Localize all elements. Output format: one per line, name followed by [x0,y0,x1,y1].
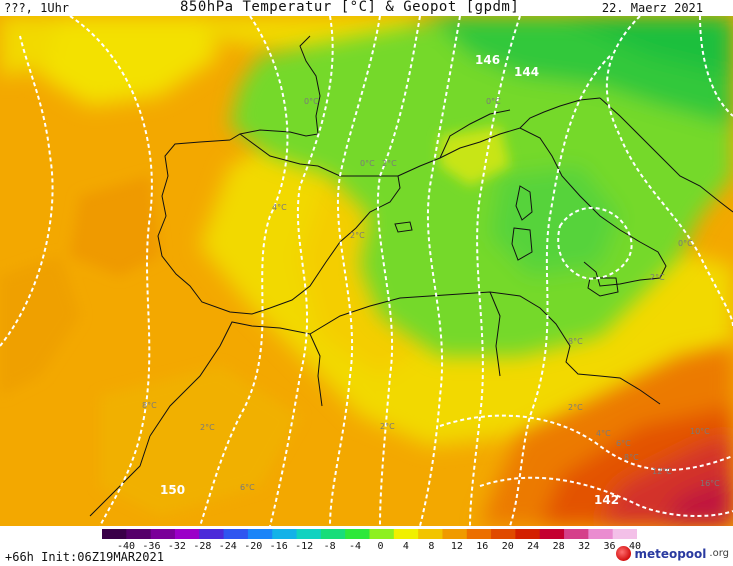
color-scale-tick-label: 16 [476,541,489,552]
color-scale-tick-label: 40 [628,541,642,552]
color-scale-tick-label: 32 [578,541,591,552]
forecast-time-label: ???, 1Uhr [4,1,70,15]
color-scale-segment [539,529,565,539]
geopot-labels: 146 144 150 142 [160,53,619,507]
color-scale-segment [491,529,517,539]
header-bar: ???, 1Uhr 850hPa Temperatur [°C] & Geopo… [0,0,733,16]
isotherm-label: 2°C [650,273,665,282]
color-scale-segment [296,529,322,539]
isotherm-label: 6°C [240,483,255,492]
isotherm-label: 0°C [360,159,375,168]
isotherm-label: 10°C [690,427,710,436]
temperature-band-orange [0,176,300,516]
brand-name: meteopool [634,546,707,561]
brand-suffix: .org [709,548,729,559]
color-scale-segment [223,529,249,539]
color-scale-segment [393,529,419,539]
color-scale-tick-label: 12 [450,541,463,552]
color-scale-segment [247,529,273,539]
isotherm-label: 2°C [350,231,365,240]
color-scale-tick-label: 8 [428,541,435,552]
color-scale-tick-label: -28 [193,541,212,552]
isotherm-label: 8°C [568,337,583,346]
temperature-band-hot [480,346,733,526]
forecast-date: 22. Maerz 2021 [601,1,703,15]
temperature-patch-alps [440,126,510,186]
color-scale-segment [174,529,200,539]
color-scale-segment [588,529,614,539]
color-scale-tick-label: -24 [218,541,237,552]
isotherm-label: 12°C [652,467,672,476]
color-scale-segment [466,529,492,539]
isotherm-label: 0°C [304,97,319,106]
color-scale-tick-label: -4 [349,541,362,552]
isotherm-label: 6°C [616,439,631,448]
isotherm-label: 0°C [486,97,501,106]
color-scale-segment [199,529,225,539]
color-scale-segment [102,529,127,539]
isotherm-label: 0°C [678,239,693,248]
isotherm-labels: 0°C 0°C 4°C 2°C 2°C 0°C 2°C 8°C 2°C 4°C … [142,97,720,492]
map-title: 850hPa Temperatur [°C] & Geopot [gpdm] [180,0,520,15]
color-scale-tick-label: -8 [323,541,336,552]
isotherm-label: 2°C [380,422,395,431]
isotherm-label: 2°C [568,403,583,412]
isotherm-label: 2°C [200,423,215,432]
color-scale-tick-label: 24 [527,541,540,552]
brand-logo: meteopool .org [616,546,729,561]
geopot-label: 150 [160,483,185,497]
isotherm-label: 4°C [272,203,287,212]
color-scale-segment [126,529,152,539]
color-scale-segment [418,529,444,539]
color-scale-ticks: -40 -36 -32 -28 -24 -20 -16 -12 -8 -4 0 4 8 12 16 20 24 2… [100,541,641,553]
isotherm-label: 8°C [624,453,639,462]
geopot-label: 142 [594,493,619,507]
color-scale-tick-label: 28 [552,541,565,552]
weather-map: 146 144 150 142 0°C 0°C 4°C 2°C 2°C 0°C … [0,16,733,526]
coastlines [89,35,733,517]
color-scale-tick-label: 0 [377,541,384,552]
brand-dot-icon [616,546,632,561]
color-scale-tick-label: -12 [295,541,314,552]
footer-bar: -40 -36 -32 -28 -24 -20 -16 -12 -8 -4 0 4 8 12 16 20 24 2… [0,526,733,566]
color-scale-tick-label: -40 [116,541,136,552]
color-scale-segment [369,529,395,539]
color-scale-segment [320,529,346,539]
color-scale-segment [515,529,541,539]
color-scale-segment [564,529,589,539]
isotherm-label: 8°C [142,401,157,410]
color-scale-tick-label: -36 [142,541,161,552]
map-svg: 146 144 150 142 0°C 0°C 4°C 2°C 2°C 0°C … [0,16,733,526]
geopotential-contours [0,16,733,526]
color-scale-segment [345,529,371,539]
color-scale-segment [442,529,468,539]
isotherm-label: 16°C [700,479,720,488]
color-scale-segment [272,529,298,539]
geopot-label: 146 [475,53,500,67]
color-scale-tick-label: -16 [269,541,288,552]
color-scale-tick-label: -32 [167,541,186,552]
isotherm-label: 4°C [596,429,611,438]
run-label: +66h Init:06Z19MAR2021 [5,550,164,564]
color-scale-segment [612,529,637,539]
color-scale-tick-label: -20 [244,541,263,552]
isotherm-label: 2°C [382,159,397,168]
geopot-label: 144 [514,65,539,79]
color-scale-segment [150,529,176,539]
color-scale-bar [102,529,637,539]
color-scale-tick-label: 4 [402,541,409,552]
color-scale-tick-label: 20 [501,541,514,552]
color-scale-tick-label: 36 [603,541,616,552]
